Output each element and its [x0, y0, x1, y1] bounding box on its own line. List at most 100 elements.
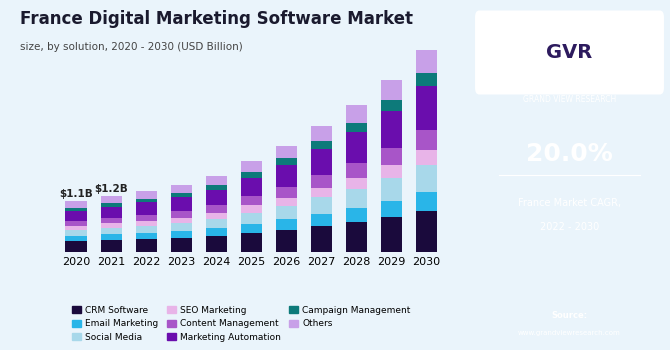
Bar: [346, 132, 367, 163]
Bar: [171, 193, 192, 197]
Bar: [381, 100, 402, 111]
Bar: [66, 230, 86, 236]
Bar: [311, 149, 332, 175]
Bar: [66, 202, 86, 208]
Bar: [135, 239, 157, 252]
Bar: [241, 212, 262, 224]
Bar: [135, 191, 157, 199]
Bar: [135, 226, 157, 233]
Bar: [241, 161, 262, 172]
Bar: [66, 226, 86, 230]
Bar: [241, 233, 262, 252]
Bar: [416, 165, 437, 192]
Bar: [100, 196, 121, 203]
Bar: [311, 126, 332, 141]
Bar: [241, 178, 262, 196]
Bar: [241, 205, 262, 212]
Bar: [276, 159, 297, 165]
Bar: [276, 230, 297, 252]
Bar: [276, 206, 297, 219]
Bar: [100, 240, 121, 252]
Bar: [416, 211, 437, 252]
Bar: [171, 197, 192, 211]
Bar: [66, 236, 86, 241]
Bar: [276, 146, 297, 159]
Text: GRAND VIEW RESEARCH: GRAND VIEW RESEARCH: [523, 95, 616, 104]
Text: www.grandviewresearch.com: www.grandviewresearch.com: [518, 329, 621, 336]
Bar: [100, 234, 121, 240]
Bar: [346, 222, 367, 252]
Text: GVR: GVR: [546, 43, 593, 62]
Bar: [416, 73, 437, 86]
Bar: [416, 130, 437, 150]
Text: Source:: Source:: [551, 310, 588, 320]
Bar: [100, 228, 121, 234]
Bar: [171, 231, 192, 238]
Bar: [66, 211, 86, 220]
Bar: [276, 219, 297, 230]
Text: $1.2B: $1.2B: [94, 184, 128, 194]
Bar: [66, 220, 86, 226]
Text: $1.1B: $1.1B: [59, 189, 93, 199]
Bar: [276, 165, 297, 187]
Bar: [206, 236, 226, 252]
Bar: [311, 141, 332, 149]
Bar: [206, 176, 226, 185]
Bar: [206, 219, 226, 228]
Text: 20.0%: 20.0%: [526, 142, 613, 166]
Bar: [135, 202, 157, 215]
Bar: [346, 208, 367, 222]
Bar: [416, 86, 437, 130]
Bar: [276, 187, 297, 198]
Text: France Market CAGR,: France Market CAGR,: [518, 198, 621, 208]
Bar: [171, 211, 192, 218]
Text: 2022 - 2030: 2022 - 2030: [540, 223, 599, 232]
Bar: [381, 148, 402, 165]
Bar: [135, 233, 157, 239]
Bar: [381, 178, 402, 201]
Bar: [346, 122, 367, 132]
Bar: [381, 80, 402, 100]
Bar: [416, 193, 437, 211]
Bar: [206, 228, 226, 236]
Bar: [100, 223, 121, 228]
Bar: [276, 198, 297, 206]
Bar: [66, 241, 86, 252]
Bar: [241, 224, 262, 233]
Bar: [311, 214, 332, 226]
Bar: [171, 238, 192, 252]
Bar: [100, 206, 121, 218]
Bar: [311, 197, 332, 214]
Bar: [381, 201, 402, 217]
Bar: [346, 189, 367, 208]
Bar: [171, 223, 192, 231]
Text: France Digital Marketing Software Market: France Digital Marketing Software Market: [20, 10, 413, 28]
Bar: [206, 205, 226, 213]
Bar: [135, 215, 157, 220]
Bar: [100, 218, 121, 223]
Bar: [381, 111, 402, 148]
Bar: [206, 185, 226, 190]
FancyBboxPatch shape: [475, 10, 664, 94]
Legend: CRM Software, Email Marketing, Social Media, SEO Marketing, Content Management, : CRM Software, Email Marketing, Social Me…: [68, 302, 414, 345]
Bar: [346, 178, 367, 189]
Bar: [311, 226, 332, 252]
Bar: [311, 188, 332, 197]
Text: size, by solution, 2020 - 2030 (USD Billion): size, by solution, 2020 - 2030 (USD Bill…: [20, 42, 243, 52]
Bar: [171, 218, 192, 223]
Bar: [311, 175, 332, 188]
Bar: [416, 150, 437, 165]
Bar: [416, 50, 437, 73]
Bar: [171, 185, 192, 193]
Bar: [241, 196, 262, 205]
Bar: [100, 203, 121, 206]
Bar: [381, 217, 402, 252]
Bar: [241, 172, 262, 178]
Bar: [135, 220, 157, 226]
Bar: [206, 213, 226, 219]
Bar: [346, 105, 367, 122]
Bar: [66, 208, 86, 211]
Bar: [206, 190, 226, 205]
Bar: [346, 163, 367, 178]
Bar: [381, 165, 402, 178]
